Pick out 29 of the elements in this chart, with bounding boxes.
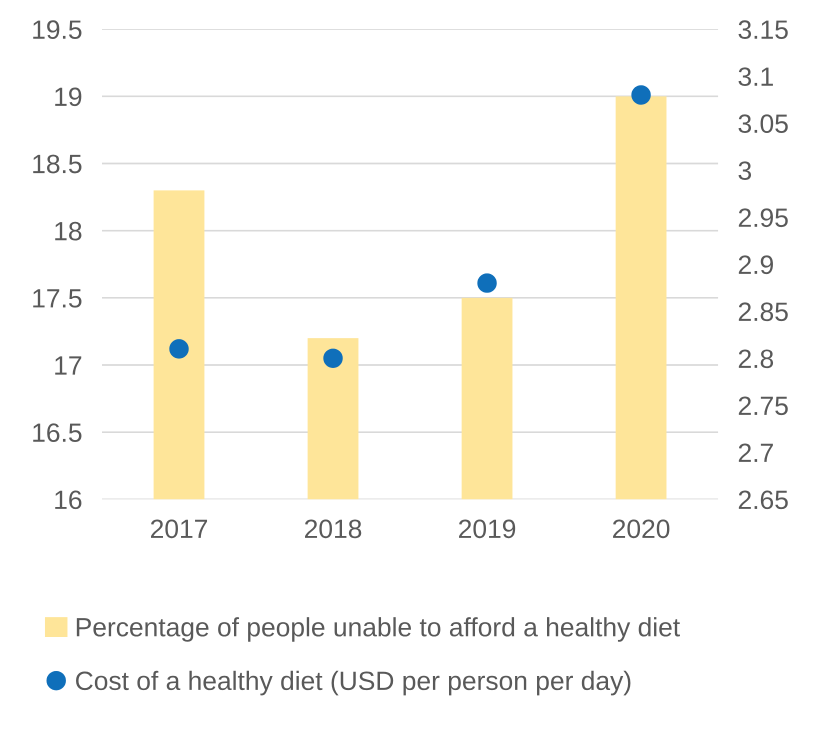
y-tick-label: 16.5: [33, 423, 82, 442]
y2-tick-label: 3.1: [738, 67, 773, 86]
y-tick-label: 19: [55, 87, 82, 106]
y-tick-label: 19.5: [33, 20, 82, 39]
y2-tick-label: 2.95: [738, 208, 788, 228]
point: [477, 273, 497, 293]
y2-tick-label: 2.65: [738, 490, 788, 510]
legend-label: Cost of a healthy diet (USD per person per day): [76, 670, 630, 696]
y-tick-label: 16: [55, 490, 82, 510]
y2-tick-label: 2.8: [738, 349, 774, 368]
point: [631, 85, 651, 105]
point: [169, 339, 189, 359]
x-tick-label: 2020: [613, 520, 670, 538]
y2-tick-label: 2.9: [738, 255, 773, 274]
y2-tick-label: 2.75: [738, 396, 788, 416]
y2-tick-label: 2.85: [738, 302, 788, 322]
y-tick-label: 18: [55, 222, 82, 240]
x-tick-label: 2018: [305, 520, 362, 538]
y-tick-label: 17: [55, 356, 82, 375]
y2-tick-label: 2.7: [738, 443, 773, 462]
y-tick-label: 18.5: [33, 154, 82, 174]
y2-tick-label: 3.15: [738, 20, 788, 39]
x-tick-label: 2019: [459, 520, 516, 538]
x-tick-label: 2017: [150, 520, 208, 538]
y-tick-label: 17.5: [33, 289, 82, 308]
point: [323, 348, 343, 368]
y2-tick-label: 3: [738, 161, 752, 180]
y2-tick-label: 3.05: [738, 114, 788, 134]
legend-label: Percentage of people unable to afford a healthy diet: [76, 617, 680, 642]
